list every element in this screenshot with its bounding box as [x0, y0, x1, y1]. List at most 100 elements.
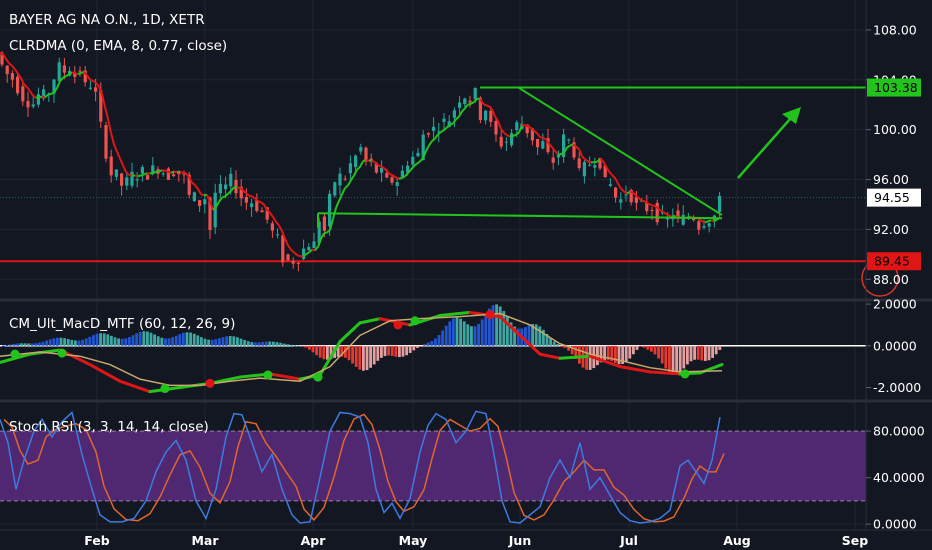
- clrdma-segment: [506, 134, 511, 138]
- candle-body: [255, 200, 259, 211]
- clrdma-segment: [92, 80, 97, 84]
- macd-histogram-bar: [74, 340, 77, 346]
- candle-body: [354, 155, 358, 168]
- clrdma-segment: [509, 135, 514, 138]
- macd-histogram-bar: [286, 344, 290, 346]
- price-levels: [0, 86, 866, 263]
- clrdma-segment: [704, 220, 709, 224]
- macd-histogram-bar: [48, 339, 52, 346]
- macd-histogram-bar: [430, 340, 434, 346]
- macd-histogram-bar: [642, 345, 646, 348]
- clrdma-segment: [0, 51, 4, 56]
- macd-histogram-bar: [142, 331, 146, 346]
- macd-histogram-bar: [272, 341, 275, 346]
- macd-histogram-bar: [92, 335, 95, 346]
- clrdma-segment: [488, 105, 493, 110]
- candle-body: [198, 200, 202, 206]
- macd-histogram-bar: [682, 345, 686, 369]
- macd-histogram-bar: [200, 337, 203, 346]
- clrdma-segment: [152, 170, 157, 175]
- macd-histogram-bar: [513, 326, 516, 346]
- macd-histogram-bar: [570, 345, 574, 355]
- candle-body: [452, 110, 456, 118]
- clrdma-segment: [209, 201, 214, 211]
- pane-separators: [0, 0, 932, 530]
- candle-body: [135, 179, 139, 181]
- macd-histogram-bar: [624, 345, 628, 363]
- macd-legend[interactable]: CM_Ult_MacD_MTF (60, 12, 26, 9): [9, 316, 235, 332]
- macd-histogram-bar: [66, 339, 70, 346]
- price-legend[interactable]: BAYER AG NA O.N., 1D, XETR: [9, 12, 205, 28]
- clrdma-segment: [338, 193, 343, 202]
- clrdma-segment: [335, 200, 340, 209]
- macd-histogram-bar: [261, 342, 264, 346]
- macd-histogram-bar: [653, 345, 657, 355]
- macd-histogram-bar: [394, 345, 398, 357]
- macd-histogram-bar: [34, 343, 38, 346]
- clrdma-segment: [107, 118, 112, 134]
- date-tick-5: Jul: [619, 533, 638, 548]
- macd-line-segment: [118, 379, 152, 394]
- candle-body: [390, 177, 394, 183]
- candle-body: [707, 223, 711, 227]
- clrdma-segment: [443, 126, 448, 131]
- price-tag-label-2: 89.45: [874, 254, 910, 269]
- clrdma-segment: [404, 172, 409, 178]
- macd-panel: [0, 304, 866, 394]
- candle-body: [556, 154, 560, 158]
- clrdma-segment: [569, 143, 574, 147]
- clrdma-segment: [653, 204, 658, 209]
- clrdma-segment: [458, 111, 463, 118]
- clrdma-segment: [53, 87, 58, 94]
- macd-histogram-bar: [495, 304, 498, 346]
- macd-histogram-bar: [488, 308, 491, 346]
- clrdma-segment: [77, 72, 82, 75]
- macd-cross-dot: [205, 378, 215, 388]
- clrdma-segment: [638, 197, 643, 202]
- clrdma-legend[interactable]: CLRDMA (0, EMA, 8, 0.77, close): [9, 38, 227, 54]
- macd-histogram-bar: [282, 343, 286, 346]
- clrdma-segment: [425, 145, 430, 152]
- price-axis: 88.0092.0096.00100.00104.00108.002.00000…: [866, 22, 925, 532]
- macd-histogram-bar: [149, 332, 153, 346]
- candle-body: [208, 197, 212, 231]
- candle-body: [681, 214, 685, 225]
- price-tag-label-0: 103.38: [874, 80, 918, 95]
- macd-histogram-bar: [700, 345, 704, 361]
- candle-body: [702, 226, 706, 228]
- clrdma-segment: [398, 177, 403, 180]
- clrdma-segment: [98, 86, 103, 95]
- clrdma-segment: [83, 71, 88, 77]
- macd-histogram-bar: [603, 345, 606, 361]
- macd-histogram-bar: [77, 340, 81, 346]
- macd-histogram-bar: [686, 345, 689, 365]
- macd-histogram-bar: [160, 337, 164, 346]
- macd-histogram-bar: [174, 335, 178, 346]
- clrdma-segment: [251, 195, 256, 200]
- macd-histogram-bar: [131, 335, 135, 346]
- clrdma-segment: [113, 144, 118, 152]
- clrdma-segment: [44, 93, 49, 99]
- candle-body: [265, 207, 269, 220]
- macd-histogram-bar: [9, 344, 12, 346]
- candle-body: [572, 142, 576, 158]
- date-tick-3: May: [399, 533, 428, 548]
- stoch-legend[interactable]: Stoch RSI (3, 3, 14, 14, close): [9, 419, 209, 435]
- macd-histogram-bar: [660, 345, 664, 364]
- clrdma-segment: [185, 172, 190, 178]
- macd-histogram-bar: [354, 345, 358, 367]
- macd-histogram-bar: [221, 337, 225, 346]
- clrdma-segment: [254, 197, 259, 202]
- candle-body: [83, 70, 87, 83]
- macd-cross-dot: [393, 320, 403, 330]
- macd-histogram-bar: [693, 345, 696, 360]
- date-axis: Feb Mar Apr May Jun Jul Aug Sep: [0, 529, 932, 550]
- macd-histogram-bar: [387, 345, 390, 356]
- candle-body: [437, 131, 441, 133]
- macd-histogram-bar: [207, 339, 210, 346]
- clrdma-segment: [356, 166, 361, 171]
- candle-body: [296, 262, 300, 264]
- clrdma-segment: [518, 124, 523, 133]
- macd-histogram-bar: [678, 345, 682, 373]
- candle-body: [499, 136, 503, 147]
